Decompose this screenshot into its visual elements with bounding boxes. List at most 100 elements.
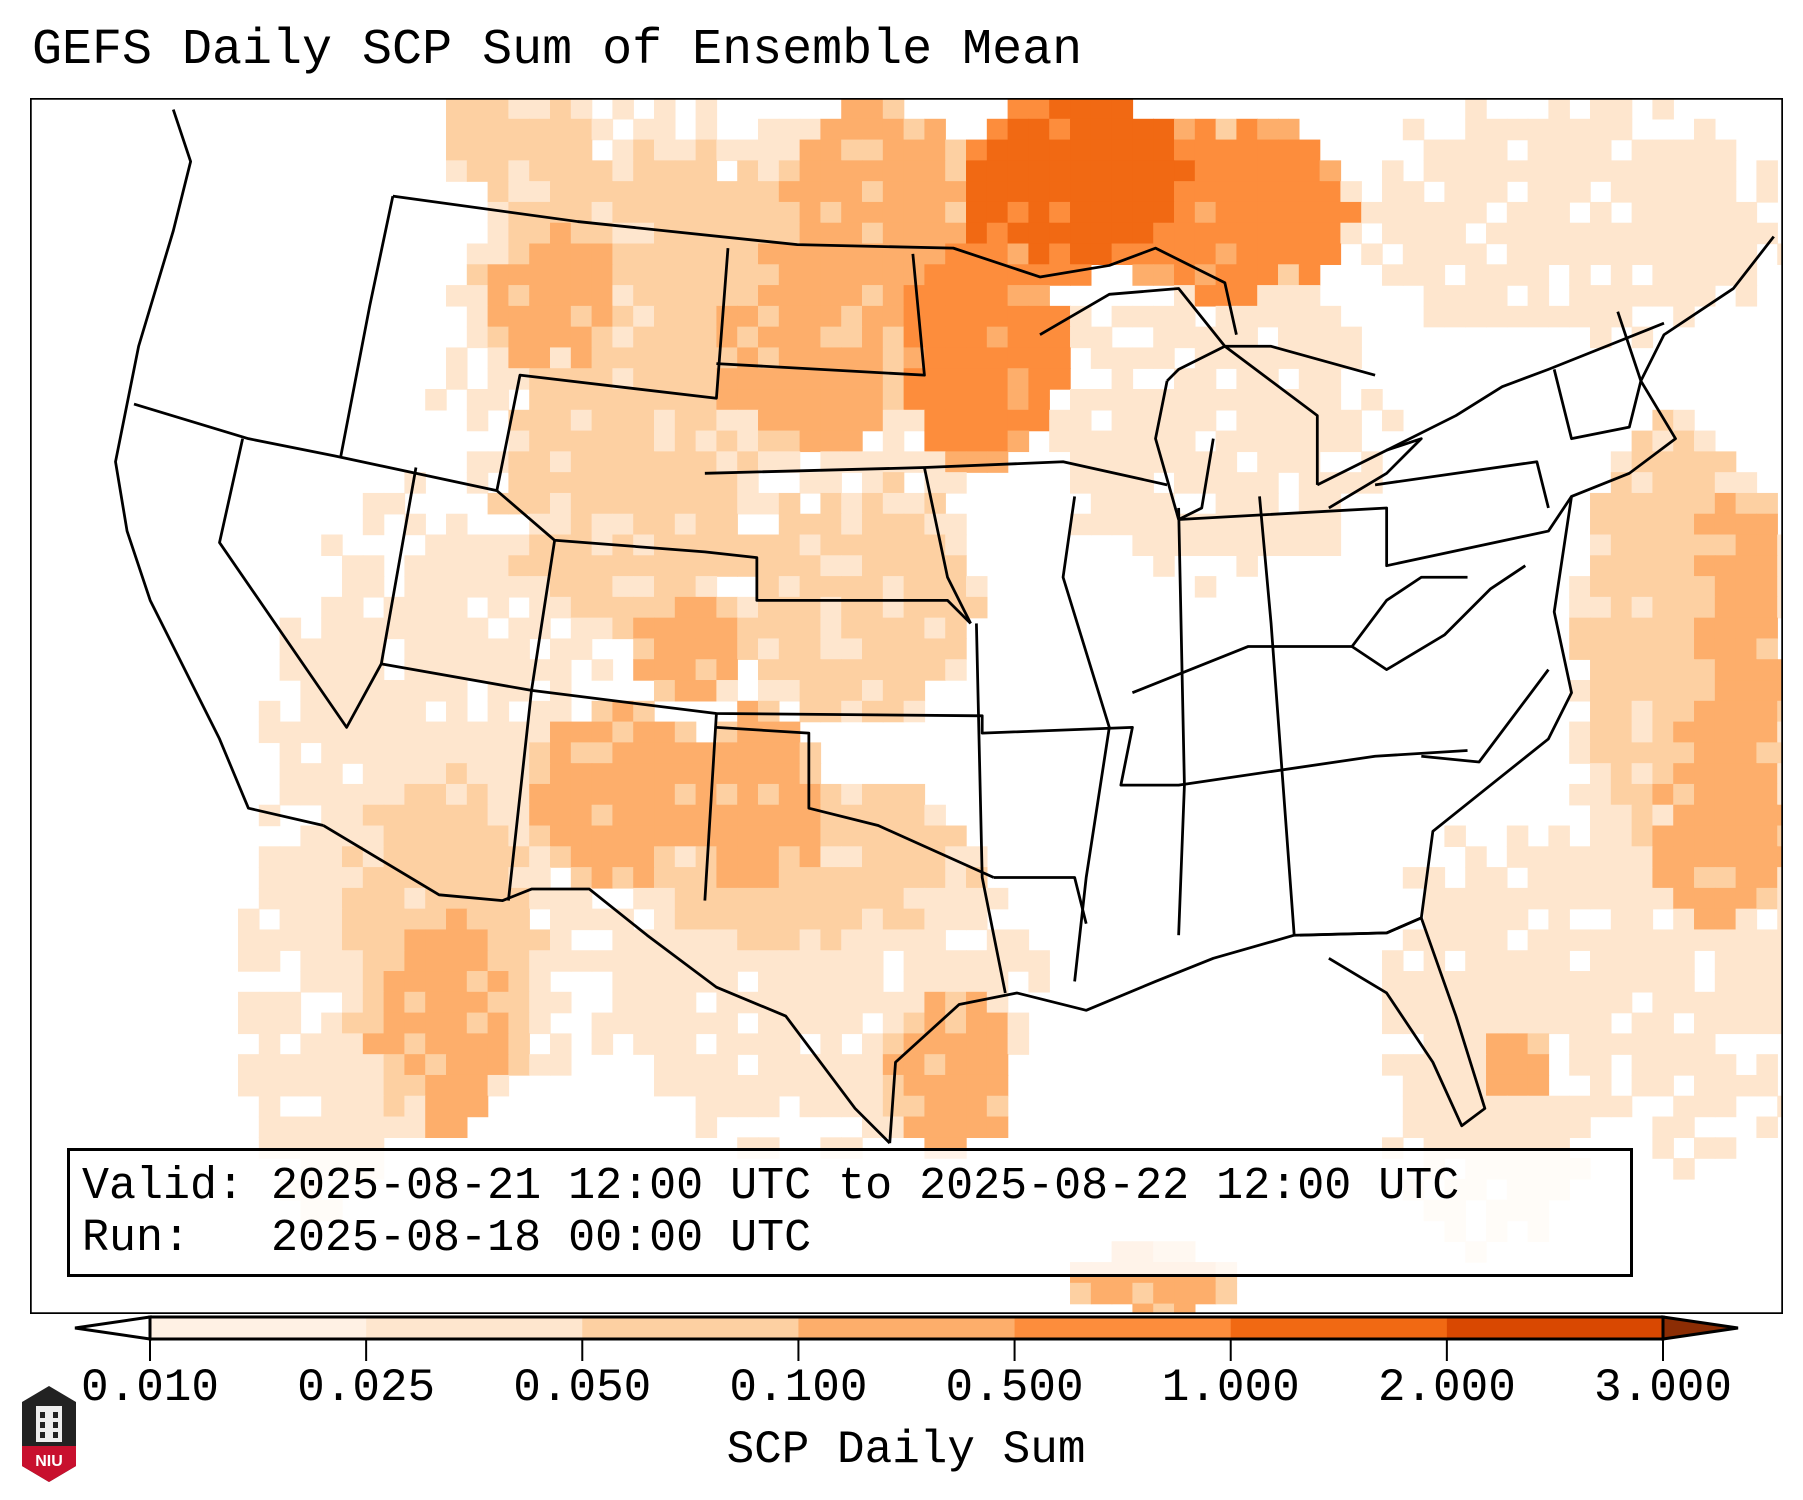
field-cell (404, 1033, 426, 1055)
field-cell (425, 576, 447, 598)
field-cell (1694, 264, 1716, 286)
field-cell (674, 534, 697, 556)
field-cell (466, 1074, 489, 1097)
field-cell (1506, 1095, 1529, 1118)
field-cell (1548, 118, 1570, 141)
field-cell (1777, 908, 1783, 931)
field-cell (1028, 181, 1050, 203)
field-cell (1194, 576, 1217, 598)
field-cell (466, 118, 489, 141)
field-cell (1548, 305, 1570, 328)
field-cell (466, 98, 489, 120)
colorbar-tick-label: 0.050 (513, 1362, 652, 1414)
field-cell (716, 389, 738, 411)
field-cell (279, 908, 302, 931)
field-cell (1070, 472, 1092, 494)
field-cell (1610, 763, 1633, 785)
field-cell (342, 1033, 364, 1055)
field-cell (841, 596, 863, 619)
field-cell (945, 659, 967, 681)
field-cell (570, 783, 593, 806)
field-cell (1298, 181, 1321, 203)
field-cell (1756, 160, 1778, 182)
field-cell (1673, 680, 1695, 702)
field-cell (383, 971, 406, 993)
field-cell (466, 326, 489, 349)
field-cell (1194, 409, 1217, 432)
field-cell (1090, 472, 1113, 494)
field-cell (1215, 181, 1238, 203)
field-cell (1590, 326, 1612, 349)
field-cell (1194, 451, 1217, 473)
field-cell (1423, 1074, 1446, 1097)
field-cell (1735, 867, 1758, 889)
field-cell (1631, 887, 1654, 910)
field-cell (1527, 971, 1550, 993)
field-cell (404, 1095, 426, 1118)
field-cell (966, 347, 988, 369)
field-cell (1777, 991, 1783, 1014)
field-cell (1132, 430, 1154, 453)
field-cell (945, 139, 967, 162)
field-cell (1278, 326, 1300, 349)
field-cell (570, 638, 593, 660)
field-cell (1673, 430, 1695, 453)
field-cell (550, 305, 572, 328)
field-cell (1777, 555, 1783, 577)
field-cell (1694, 513, 1716, 536)
field-cell (674, 576, 697, 598)
field-cell (924, 804, 946, 827)
field-cell (570, 721, 593, 744)
field-cell (695, 555, 718, 577)
field-cell (1590, 763, 1612, 785)
field-cell (862, 825, 884, 848)
field-cell (321, 1012, 343, 1035)
field-cell (1111, 1282, 1134, 1305)
field-cell (716, 596, 738, 619)
field-cell (1548, 160, 1570, 182)
field-cell (446, 576, 468, 598)
field-cell (1527, 867, 1550, 889)
field-cell (695, 472, 718, 494)
field-cell (882, 659, 905, 681)
field-cell (1735, 201, 1758, 224)
field-cell (1486, 867, 1508, 889)
field-cell (279, 1116, 302, 1139)
field-cell (550, 887, 572, 910)
field-cell (903, 389, 926, 411)
field-cell (862, 971, 884, 993)
field-cell (383, 680, 406, 702)
field-cell (986, 264, 1009, 286)
field-cell (1070, 139, 1092, 162)
field-cell (1777, 867, 1783, 889)
field-cell (1174, 534, 1196, 556)
field-cell (1694, 1137, 1716, 1159)
field-cell (695, 222, 718, 245)
field-cell (1694, 742, 1716, 764)
boundary-line (975, 623, 1007, 994)
field-cell (550, 555, 572, 577)
field-cell (1694, 825, 1716, 848)
field-cell (300, 971, 322, 993)
field-cell (1714, 783, 1737, 806)
boundary-line (379, 467, 418, 665)
field-cell (758, 389, 780, 411)
field-cell (1652, 285, 1674, 307)
field-cell (1402, 991, 1425, 1014)
field-cell (1111, 98, 1134, 120)
field-cell (508, 576, 530, 598)
field-cell (1444, 929, 1466, 951)
field-cell (1610, 742, 1633, 764)
field-cell (362, 721, 385, 744)
field-cell (820, 139, 842, 162)
field-cell (716, 368, 738, 390)
field-cell (654, 389, 676, 411)
field-cell (1298, 201, 1321, 224)
field-cell (362, 804, 385, 827)
field-cell (466, 409, 489, 432)
field-cell (1132, 451, 1154, 473)
field-cell (1340, 326, 1362, 349)
field-cell (1652, 513, 1674, 536)
field-cell (1610, 596, 1633, 619)
field-cell (1298, 389, 1321, 411)
